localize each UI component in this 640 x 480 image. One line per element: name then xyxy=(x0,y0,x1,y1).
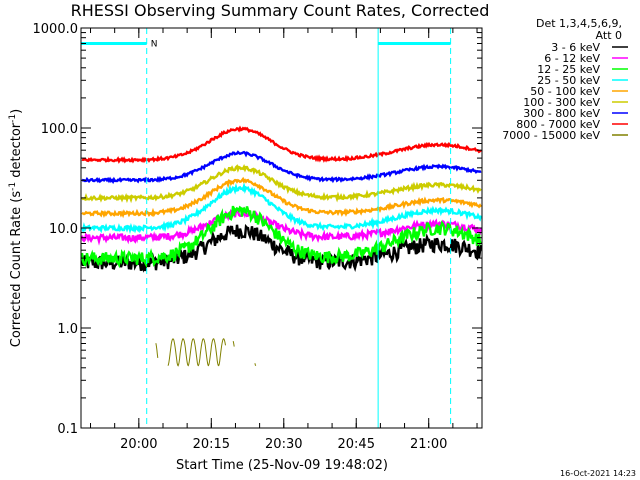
x-tick-label-4: 21:00 xyxy=(410,437,447,452)
series-line-8-segment-3 xyxy=(254,363,257,366)
legend-label-8: 7000 - 15000 keV xyxy=(502,129,600,142)
y-axis: 0.1 1.0 10.0 100.0 1000.0 xyxy=(33,22,482,437)
series-line-1 xyxy=(80,206,483,246)
legend-label-3: 25 - 50 keV xyxy=(537,74,600,87)
series-line-7 xyxy=(81,125,482,164)
legend-header-line-2: Att 0 xyxy=(596,29,622,42)
legend-label-2: 12 - 25 keV xyxy=(537,63,600,76)
series-line-6 xyxy=(81,150,482,185)
series-line-5 xyxy=(81,164,482,204)
y-tick-label-0: 0.1 xyxy=(57,422,78,437)
flag-label-N: N xyxy=(151,39,158,49)
series-line-8-segment-0 xyxy=(155,343,159,358)
legend-label-6: 300 - 800 keV xyxy=(523,107,600,120)
series-line-8-segment-2 xyxy=(232,340,235,347)
y-tick-label-2: 10.0 xyxy=(49,222,78,237)
series-line-3 xyxy=(80,182,483,235)
series-line-4 xyxy=(81,176,482,219)
plot-area: N xyxy=(80,28,483,428)
x-tick-label-1: 20:15 xyxy=(193,437,230,452)
x-axis: 20:00 20:15 20:30 20:45 21:00 xyxy=(90,28,478,452)
legend-label-7: 800 - 7000 keV xyxy=(516,118,600,131)
x-tick-label-3: 20:45 xyxy=(338,437,375,452)
legend-label-5: 100 - 300 keV xyxy=(523,96,600,109)
y-tick-label-4: 1000.0 xyxy=(33,22,79,37)
x-tick-label-2: 20:30 xyxy=(265,437,302,452)
legend-label-1: 6 - 12 keV xyxy=(544,52,600,65)
legend-header-line-1: Det 1,3,4,5,6,9, xyxy=(536,17,622,30)
y-tick-label-3: 100.0 xyxy=(41,122,78,137)
y-tick-label-1: 1.0 xyxy=(57,322,78,337)
series-line-0 xyxy=(80,223,483,273)
chart-title: RHESSI Observing Summary Count Rates, Co… xyxy=(71,1,490,20)
legend-label-4: 50 - 100 keV xyxy=(530,85,600,98)
legend-label-0: 3 - 6 keV xyxy=(551,41,600,54)
series-line-8-segment-1 xyxy=(167,338,226,367)
x-axis-label: Start Time (25-Nov-09 19:48:02) xyxy=(176,458,388,473)
y-axis-label: Corrected Count Rate (s-1 detector-1) xyxy=(8,109,24,347)
footer-timestamp: 16-Oct-2021 14:23 xyxy=(560,469,636,478)
x-tick-label-0: 20:00 xyxy=(120,437,157,452)
series-line-2 xyxy=(80,205,483,269)
